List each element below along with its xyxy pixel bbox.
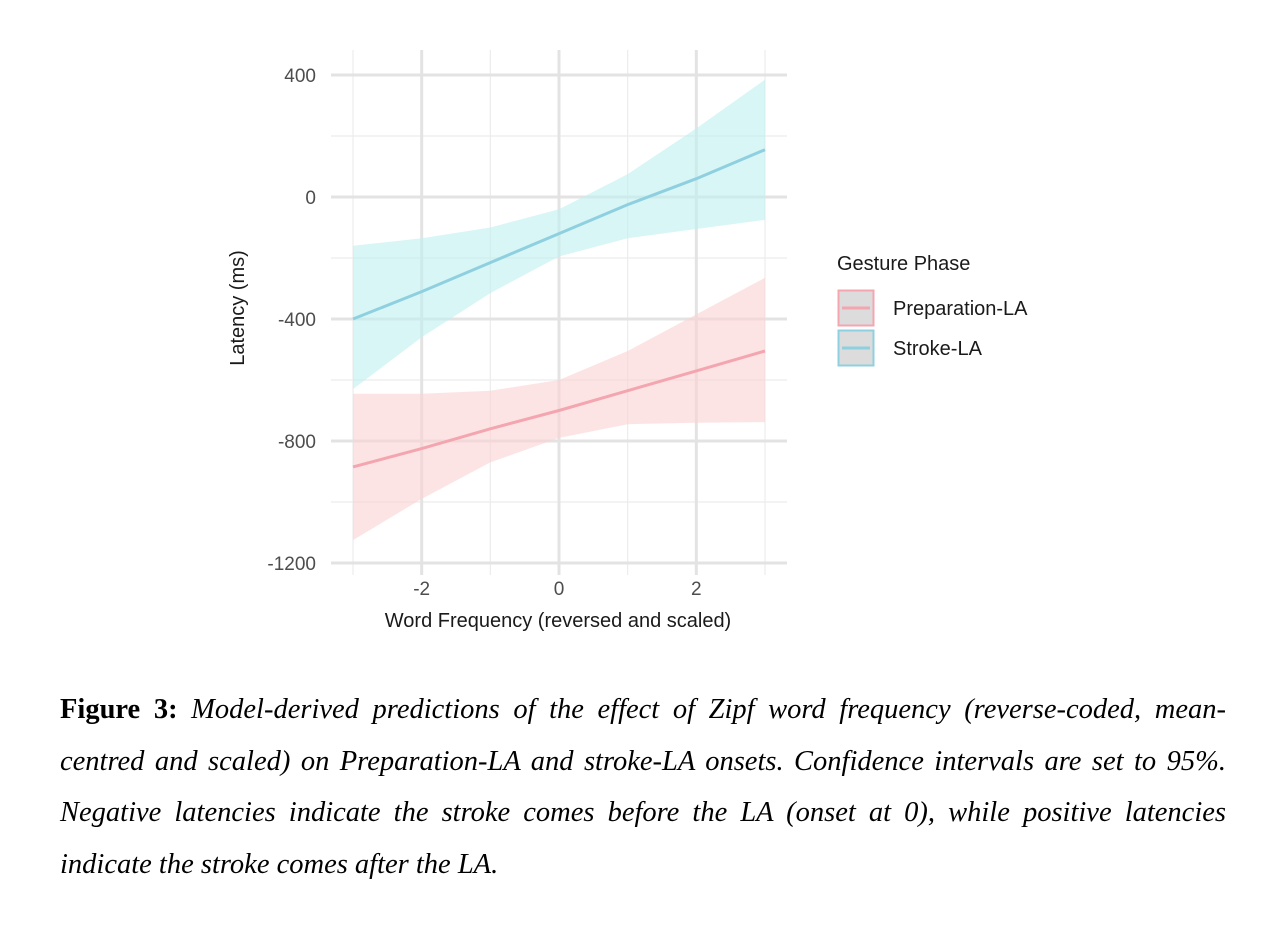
y-axis-ticks: 400 0 -400 -800 -1200 [267, 66, 316, 575]
stroke-la-line [352, 148, 766, 321]
x-tick-label: 0 [554, 579, 565, 600]
y-tick-label: -800 [278, 432, 316, 453]
y-tick-label: -1200 [267, 554, 316, 575]
legend: Gesture Phase Preparation-LA Stroke-LA [837, 253, 1028, 367]
legend-label-preparation-la: Preparation-LA [893, 298, 1028, 320]
y-tick-label: -400 [278, 310, 316, 331]
x-axis-ticks: -2 0 2 [413, 579, 701, 600]
figure-caption: Figure 3: Model-derived predictions of t… [60, 684, 1226, 890]
y-tick-label: 400 [284, 66, 316, 87]
x-tick-label: 2 [691, 579, 702, 600]
legend-title: Gesture Phase [837, 253, 970, 275]
x-tick-label: -2 [413, 579, 430, 600]
caption-text: Model-derived predictions of the effect … [60, 694, 1226, 880]
chart: 400 0 -400 -800 -1200 -2 0 2 Word Frequency (r… [227, 50, 1028, 632]
y-axis-title: Latency (ms) [227, 250, 249, 366]
caption-label: Figure 3: [60, 694, 178, 725]
y-tick-label: 0 [305, 188, 316, 209]
preparation-la-line [352, 349, 766, 469]
series-lines [352, 148, 766, 469]
x-axis-title: Word Frequency (reversed and scaled) [385, 610, 731, 632]
legend-label-stroke-la: Stroke-LA [893, 338, 983, 360]
